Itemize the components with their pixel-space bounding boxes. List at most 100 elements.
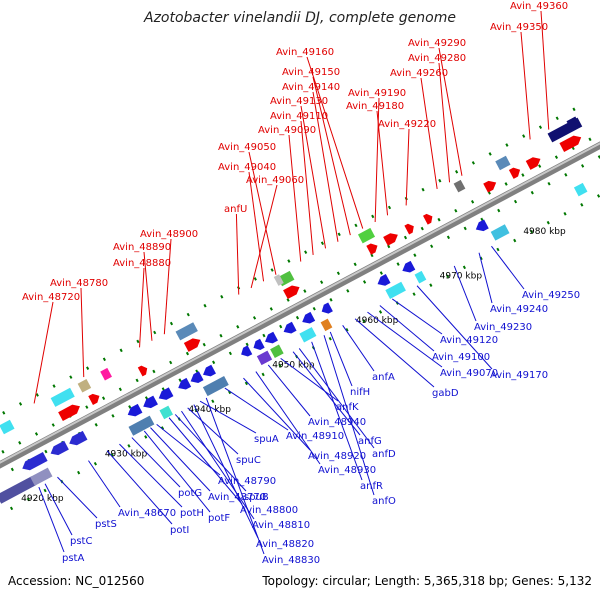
gene-label-potg[interactable]: potG — [178, 488, 202, 499]
gene-shape-30 — [573, 182, 588, 197]
gene-shape-42 — [525, 157, 541, 170]
gene-label-anfk[interactable]: anfK — [336, 402, 359, 413]
gene-shape-11 — [265, 331, 278, 344]
gene-label-anfd[interactable]: anfD — [372, 449, 396, 460]
leader-line-avin-49180 — [376, 110, 389, 216]
gene-label-avin-49040[interactable]: Avin_49040 — [218, 162, 276, 173]
gene-label-avin-49360[interactable]: Avin_49360 — [510, 1, 568, 12]
gene-label-avin-49230[interactable]: Avin_49230 — [474, 322, 532, 333]
gene-block-20 — [128, 415, 155, 436]
gene-label-avin-48880[interactable]: Avin_48880 — [113, 258, 171, 269]
gene-label-avin-49090[interactable]: Avin_49090 — [258, 125, 316, 136]
leader-line-avin-48940 — [267, 364, 311, 417]
leader-line-avin-48930 — [255, 371, 321, 465]
leader-line-anfd — [298, 348, 375, 449]
gene-label-poth[interactable]: potH — [180, 508, 204, 519]
gene-block-28 — [414, 270, 427, 284]
gene-arrow-6 — [178, 377, 192, 390]
gene-label-avin-49220[interactable]: Avin_49220 — [378, 119, 436, 130]
gene-shape-36 — [366, 243, 378, 255]
gene-label-avin-49170[interactable]: Avin_49170 — [490, 370, 548, 381]
leader-line-avin-48830 — [205, 397, 265, 555]
leader-line-avin-48820 — [193, 404, 259, 539]
gene-label-psts[interactable]: pstS — [95, 519, 117, 530]
gene-label-potf[interactable]: potF — [208, 513, 230, 524]
gene-label-avin-49140[interactable]: Avin_49140 — [282, 82, 340, 93]
gene-shape-34 — [183, 338, 201, 352]
gene-label-avin-49060[interactable]: Avin_49060 — [246, 175, 304, 186]
gene-label-avin-49150[interactable]: Avin_49150 — [282, 67, 340, 78]
gene-shape-33 — [137, 365, 148, 377]
gene-label-avin-49250[interactable]: Avin_49250 — [522, 290, 580, 301]
gene-label-avin-48790[interactable]: Avin_48790 — [218, 476, 276, 487]
gene-block-45 — [50, 387, 75, 407]
gene-label-avin-48830[interactable]: Avin_48830 — [262, 555, 320, 566]
gene-label-avin-49290[interactable]: Avin_49290 — [408, 38, 466, 49]
gene-label-avin-48820[interactable]: Avin_48820 — [256, 539, 314, 550]
gene-shape-13 — [302, 311, 316, 324]
gene-label-avin-48890[interactable]: Avin_48890 — [113, 242, 171, 253]
gene-arrow-10 — [253, 338, 265, 350]
leader-line-avin-49160 — [306, 56, 364, 229]
gene-label-avin-49120[interactable]: Avin_49120 — [440, 335, 498, 346]
gene-block-26 — [320, 318, 333, 332]
leader-line-avin-49280 — [438, 62, 451, 183]
gene-shape-50 — [273, 274, 284, 286]
tick-label-4950-kbp: 4950 kbp — [272, 360, 315, 370]
genome-axis-highlight — [0, 142, 600, 464]
gene-label-spua[interactable]: spuA — [254, 434, 279, 445]
gene-label-psta[interactable]: pstA — [62, 553, 84, 564]
gene-label-avin-49190[interactable]: Avin_49190 — [348, 88, 406, 99]
gene-arrow-7 — [190, 371, 204, 383]
gene-arrow-4 — [143, 395, 158, 409]
gene-label-spub[interactable]: spuB — [244, 492, 269, 503]
gene-label-spuc[interactable]: spuC — [236, 455, 261, 466]
gene-label-avin-48920[interactable]: Avin_48920 — [308, 451, 366, 462]
gene-shape-45 — [50, 387, 75, 407]
gene-label-avin-49100[interactable]: Avin_49100 — [432, 352, 490, 363]
gene-label-avin-49240[interactable]: Avin_49240 — [490, 304, 548, 315]
gene-shape-4 — [143, 395, 158, 409]
gene-label-avin-48810[interactable]: Avin_48810 — [252, 520, 310, 531]
leader-line-avin-49070 — [367, 311, 443, 368]
gene-label-avin-48940[interactable]: Avin_48940 — [308, 417, 366, 428]
leader-line-avin-49360 — [540, 10, 550, 130]
gene-label-avin-49110[interactable]: Avin_49110 — [270, 111, 328, 122]
ticks-row-lower-far — [9, 193, 600, 511]
leader-line-avin-49230 — [453, 265, 477, 322]
gene-arrow-16 — [402, 260, 416, 273]
gene-label-avin-49260[interactable]: Avin_49260 — [390, 68, 448, 79]
gene-label-avin-49130[interactable]: Avin_49130 — [270, 96, 328, 107]
leader-line-avin-48800 — [168, 417, 243, 505]
gene-label-poti[interactable]: potI — [170, 525, 189, 536]
gene-label-nifh[interactable]: nifH — [350, 387, 370, 398]
gene-label-anfu[interactable]: anfU — [224, 204, 247, 215]
gene-arrow-38 — [404, 223, 414, 235]
gene-label-avin-49050[interactable]: Avin_49050 — [218, 142, 276, 153]
gene-label-avin-48720[interactable]: Avin_48720 — [22, 292, 80, 303]
gene-shape-37 — [383, 233, 398, 246]
gene-shape-14 — [321, 302, 333, 314]
gene-label-avin-49180[interactable]: Avin_49180 — [346, 101, 404, 112]
gene-label-avin-48910[interactable]: Avin_48910 — [286, 431, 344, 442]
gene-label-anfo[interactable]: anfO — [372, 496, 396, 507]
gene-arrow-35 — [283, 285, 300, 300]
gene-label-avin-48670[interactable]: Avin_48670 — [118, 508, 176, 519]
gene-block-47 — [100, 367, 112, 381]
leader-line-avin-49130 — [300, 105, 327, 249]
gene-label-avin-48800[interactable]: Avin_48800 — [240, 505, 298, 516]
gene-label-anfg[interactable]: anfG — [358, 436, 382, 447]
gene-shape-25 — [299, 327, 317, 343]
leader-line-avin-48810 — [181, 410, 255, 520]
gene-label-avin-48930[interactable]: Avin_48930 — [318, 465, 376, 476]
gene-label-avin-49160[interactable]: Avin_49160 — [276, 47, 334, 58]
gene-label-avin-49280[interactable]: Avin_49280 — [408, 53, 466, 64]
gene-label-anfa[interactable]: anfA — [372, 372, 395, 383]
gene-label-avin-48780[interactable]: Avin_48780 — [50, 278, 108, 289]
gene-label-avin-49350[interactable]: Avin_49350 — [490, 22, 548, 33]
gene-label-avin-48900[interactable]: Avin_48900 — [140, 229, 198, 240]
gene-label-avin-49070[interactable]: Avin_49070 — [440, 368, 498, 379]
gene-label-pstc[interactable]: pstC — [70, 536, 92, 547]
gene-label-gabd[interactable]: gabD — [432, 388, 459, 399]
